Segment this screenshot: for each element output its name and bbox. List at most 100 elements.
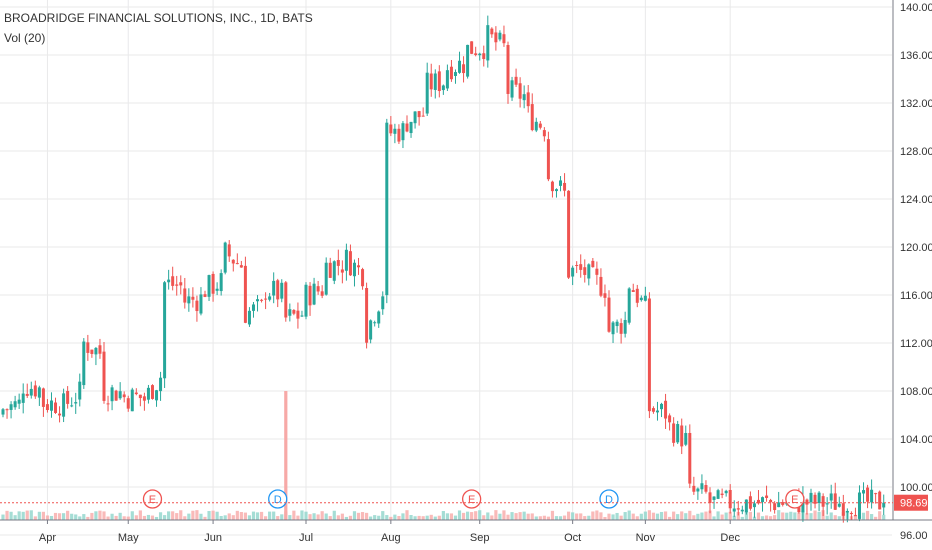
volume-bar bbox=[264, 516, 268, 520]
volume-bar bbox=[90, 512, 94, 520]
volume-bar bbox=[365, 512, 369, 520]
volume-bar bbox=[482, 515, 486, 520]
y-tick-label: 128.00 bbox=[900, 146, 932, 158]
volume-bar bbox=[17, 511, 21, 520]
volume-bar bbox=[764, 515, 769, 520]
volume-bar bbox=[1, 514, 5, 520]
candle-body bbox=[304, 284, 308, 317]
volume-bar bbox=[255, 512, 260, 520]
volume-bar bbox=[777, 510, 781, 520]
candle-body bbox=[215, 288, 219, 291]
candle-body bbox=[627, 288, 631, 323]
volume-bar bbox=[793, 512, 797, 520]
candle-body bbox=[268, 296, 272, 300]
y-tick-label: 116.00 bbox=[900, 290, 932, 302]
candle-body bbox=[857, 492, 861, 519]
candle-body bbox=[381, 296, 385, 310]
volume-bar bbox=[29, 510, 33, 520]
candle-body bbox=[676, 424, 680, 443]
candle-body bbox=[801, 496, 805, 513]
candle-layer bbox=[1, 15, 886, 523]
volume-bar bbox=[773, 515, 777, 520]
candle-body bbox=[482, 53, 486, 60]
candle-body bbox=[825, 503, 829, 505]
candle-body bbox=[559, 180, 563, 186]
candle-body bbox=[587, 264, 591, 279]
volume-bar bbox=[138, 510, 142, 520]
volume-bar bbox=[829, 512, 833, 520]
volume-bar bbox=[300, 510, 304, 520]
volume-bar bbox=[74, 514, 78, 520]
volume-bar bbox=[393, 514, 397, 520]
candle-body bbox=[567, 190, 571, 278]
candle-body bbox=[643, 295, 647, 301]
volume-bar bbox=[530, 513, 534, 520]
candle-body bbox=[251, 304, 255, 311]
candle-body bbox=[134, 392, 138, 395]
volume-bar bbox=[486, 512, 490, 520]
candle-body bbox=[110, 387, 114, 402]
marker-label: D bbox=[274, 494, 282, 506]
candle-body bbox=[462, 64, 466, 74]
candle-body bbox=[397, 128, 401, 142]
volume-bar bbox=[837, 516, 841, 520]
volume-bar bbox=[526, 513, 530, 520]
volume-bar bbox=[288, 515, 292, 520]
candle-body bbox=[765, 495, 769, 498]
candle-body bbox=[328, 262, 332, 278]
volume-bar bbox=[433, 516, 437, 520]
candle-body bbox=[58, 413, 62, 416]
volume-bar bbox=[385, 515, 389, 520]
volume-bar bbox=[651, 512, 656, 520]
volume-bar bbox=[86, 516, 90, 520]
volume-bar bbox=[797, 512, 801, 520]
candle-body bbox=[155, 390, 159, 401]
candle-body bbox=[142, 396, 146, 401]
volume-bar bbox=[401, 513, 405, 520]
volume-bar bbox=[882, 514, 886, 520]
y-tick-label: 108.00 bbox=[900, 386, 932, 398]
candle-body bbox=[878, 491, 882, 510]
volume-bar bbox=[130, 511, 134, 520]
candle-body bbox=[882, 502, 886, 508]
candle-body bbox=[207, 275, 211, 297]
volume-bar bbox=[474, 511, 478, 520]
candle-body bbox=[433, 73, 437, 90]
volume-bar bbox=[490, 515, 494, 520]
volume-bar bbox=[562, 515, 567, 520]
candle-body bbox=[866, 487, 870, 502]
candle-body bbox=[639, 297, 643, 301]
volume-layer bbox=[1, 391, 886, 520]
candle-body bbox=[385, 122, 389, 296]
candle-body bbox=[361, 269, 365, 287]
marker-label: E bbox=[468, 494, 475, 506]
volume-bar bbox=[304, 511, 308, 520]
x-tick-label: Nov bbox=[636, 532, 656, 544]
candle-body bbox=[421, 115, 425, 117]
volume-bar bbox=[603, 516, 607, 520]
candle-body bbox=[203, 294, 207, 297]
volume-bar bbox=[348, 515, 353, 520]
volume-bar bbox=[785, 512, 789, 520]
dividend-marker bbox=[268, 489, 288, 509]
candle-body bbox=[607, 297, 611, 332]
candle-body bbox=[82, 341, 86, 386]
volume-bar bbox=[708, 510, 712, 520]
volume-bar bbox=[870, 514, 874, 520]
volume-bar bbox=[57, 513, 62, 520]
volume-bar bbox=[878, 511, 882, 520]
volume-bar bbox=[643, 511, 647, 520]
volume-bar bbox=[470, 512, 474, 520]
volume-bar bbox=[114, 515, 118, 520]
candle-body bbox=[45, 404, 49, 411]
candle-body bbox=[37, 387, 41, 398]
candle-body bbox=[470, 41, 474, 54]
candle-body bbox=[138, 394, 142, 399]
candle-body bbox=[227, 244, 231, 257]
candle-body bbox=[219, 273, 223, 292]
volume-bar bbox=[328, 516, 332, 520]
volume-bar bbox=[146, 514, 151, 520]
volume-bar bbox=[381, 511, 385, 520]
